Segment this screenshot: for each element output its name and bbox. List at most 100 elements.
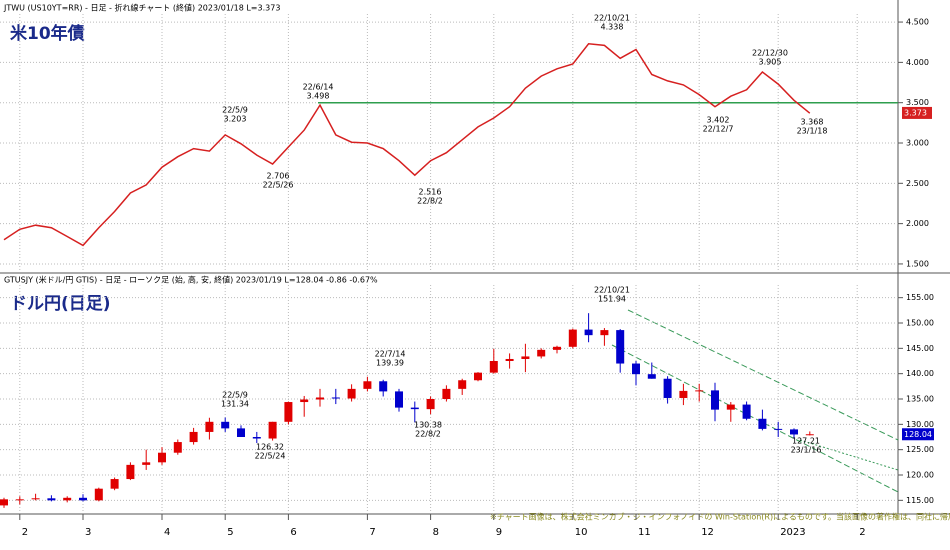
candle-body [442,388,451,399]
x-tick-label: 7 [369,527,375,538]
y-tick-label: 2.000 [906,219,929,228]
y-tick-label: 3.500 [906,98,929,107]
candle-body [47,498,56,501]
candle-body [489,361,498,373]
candle-body [758,418,767,429]
candle-body [632,363,640,375]
candle-body [379,381,388,392]
candle-body [94,488,103,501]
annotation-date: 22/5/24 [255,452,286,461]
y-tick-label: 3.000 [906,139,929,148]
candle-body [221,421,230,429]
annotation-date: 22/12/30 [752,49,788,58]
candle-body [205,421,214,432]
y-tick-label: 135.00 [906,395,934,404]
candle-body [316,397,324,400]
y-tick-label: 115.00 [906,496,934,505]
annotation-value: 3.368 [801,118,824,127]
annotation-value: 3.203 [224,115,247,124]
candle-body [268,421,277,439]
candle-body [63,497,72,501]
candle-body [284,402,293,422]
annotation-value: 3.402 [707,116,730,125]
candle-body [189,431,198,443]
annotation-date: 22/5/26 [263,181,294,190]
candle-body [553,346,561,350]
x-tick-label: 6 [290,527,296,538]
annotation-value: 2.516 [419,188,442,197]
candle-body [458,380,467,389]
last-value-label: 128.04 [904,430,932,439]
y-tick-label: 120.00 [906,471,934,480]
last-value-box [902,428,934,441]
y-tick-label: 140.00 [906,369,934,378]
y-tick-label: 130.00 [906,420,934,429]
candle-body [742,404,751,419]
candle-body [505,358,514,361]
annotation-date: 22/5/9 [222,391,248,400]
y-tick-label: 4.000 [906,58,929,67]
candle-body [663,378,672,398]
annotation-value: 130.38 [414,421,442,430]
channel-mid [799,439,899,471]
bottom-title: ドル円(日足) [10,294,111,314]
x-tick-label: 2 [859,527,865,538]
annotation-value: 3.905 [759,58,782,67]
candle-body [711,390,719,410]
annotation-value: 3.498 [307,92,330,101]
y-tick-label: 155.00 [906,293,934,302]
candle-body [805,434,814,436]
annotation-date: 22/12/7 [703,125,734,134]
annotation-value: 131.34 [221,400,249,409]
y-tick-label: 125.00 [906,445,934,454]
candle-body [600,330,609,336]
candle-body [347,388,356,399]
candle-body [252,437,261,439]
candle-body [395,391,403,408]
candle-body [679,390,688,398]
x-tick-label: 3 [85,527,91,538]
top-title: 米10年債 [10,23,85,44]
last-value-label: 3.373 [904,108,927,117]
annotation-date: 22/8/2 [415,430,441,439]
x-tick-label: 12 [701,527,714,538]
candle-body [647,374,656,379]
annotation-value: 127.21 [792,437,820,446]
annotation-value: 4.338 [601,23,624,32]
candle-body [790,429,798,435]
candle-body [726,404,735,410]
candle-body [173,442,182,453]
candle-body [616,330,625,364]
annotation-date: 22/10/21 [594,14,630,23]
annotation-value: 139.39 [376,359,404,368]
annotation-value: 126.32 [256,443,284,452]
candle-body [126,464,135,480]
annotation-date: 22/6/14 [303,83,334,92]
channel-upper [627,309,899,441]
x-tick-label: 2023 [780,527,805,538]
candle-body [521,356,530,359]
candle-body [158,452,166,463]
y-tick-label: 2.500 [906,179,929,188]
y-tick-label: 4.500 [906,18,929,27]
x-tick-label: 5 [227,527,233,538]
last-value-box [902,106,932,119]
candle-body [31,498,40,500]
annotation-date: 22/5/9 [222,106,248,115]
candle-body [474,372,482,381]
annotation-date: 22/8/2 [417,197,443,206]
candle-body [237,428,245,437]
x-tick-label: 9 [496,527,502,538]
candle-body [0,499,8,506]
x-tick-label: 4 [164,527,170,538]
candle-body [15,499,24,501]
footnote: ※チャート画像は、株式会社ミンカブ・ジ・インフォノイドの Win-Station… [490,512,950,522]
annotation-date: 23/1/18 [797,127,828,136]
candle-body [363,381,372,389]
candle-body [331,397,340,399]
x-tick-label: 10 [575,527,588,538]
y-tick-label: 1.500 [906,259,929,268]
top-header: JTWU (US10YT=RR) - 日足 - 折れ線チャート (終値) 202… [3,3,280,13]
candle-body [568,329,577,347]
